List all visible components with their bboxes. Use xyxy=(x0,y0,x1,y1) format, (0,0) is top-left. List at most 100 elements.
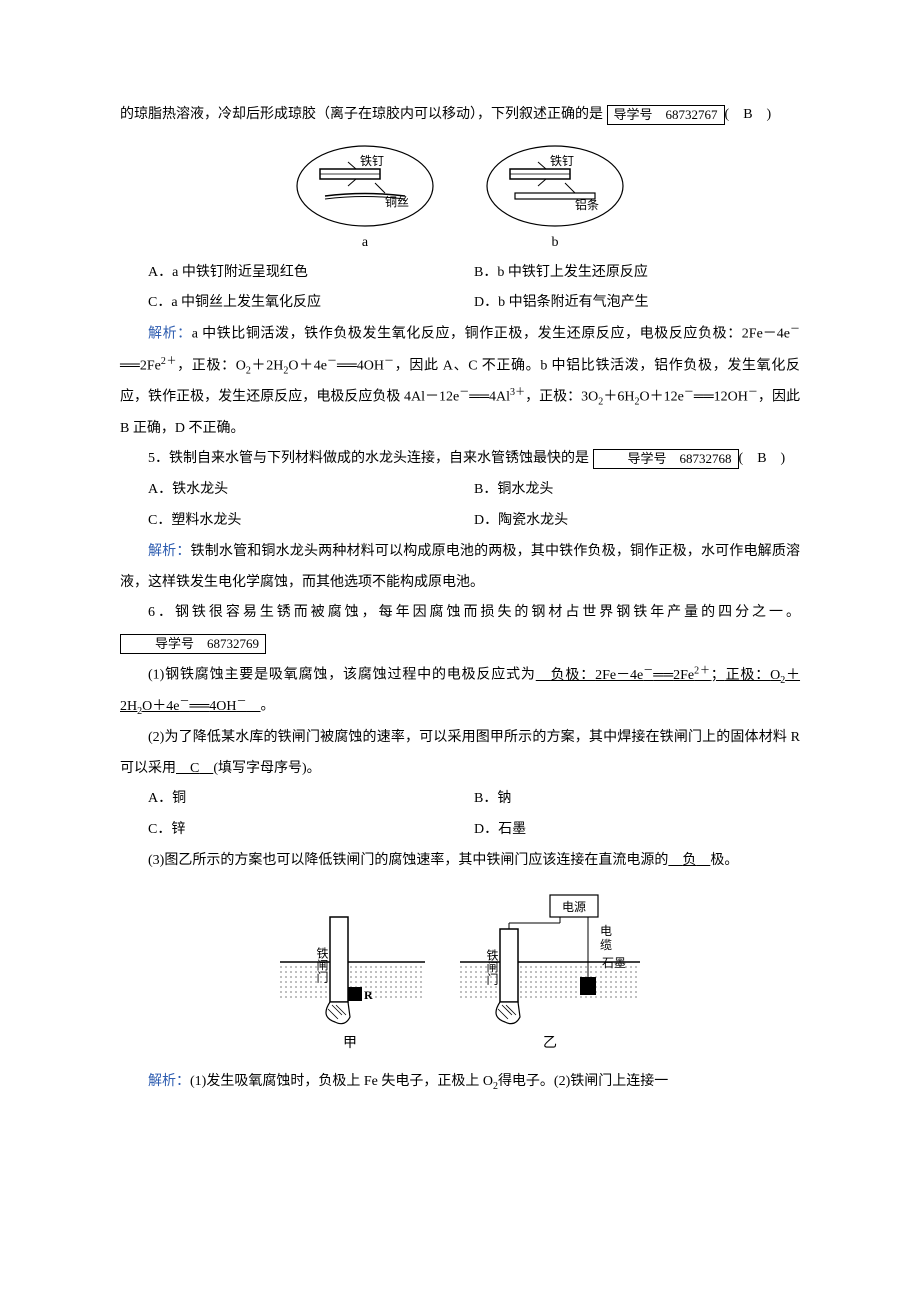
q4-answer: ( B ) xyxy=(725,107,772,122)
sup-minus-5: － xyxy=(684,387,694,398)
label-cable-2: 缆 xyxy=(600,938,612,952)
q6-1-pos3: O＋4e xyxy=(142,699,179,714)
sup-minus-1: － xyxy=(790,324,800,335)
diagram-yi: 电源 电 缆 石墨 xyxy=(460,895,640,1051)
label-power: 电源 xyxy=(562,900,586,914)
q6-part1: (1)钢铁腐蚀主要是吸氧腐蚀，该腐蚀过程中的电极反应式为 负极：2Fe－4e－═… xyxy=(120,660,800,723)
study-number-box-1: 导学号 68732767 xyxy=(607,105,725,125)
t5: O＋4e xyxy=(288,358,327,373)
q6-1-pos1: O xyxy=(770,668,780,683)
t9: ，正极：3O xyxy=(525,390,598,405)
diagram-a-wire-label: 铜丝 xyxy=(385,194,409,209)
diagram-b-caption: b xyxy=(552,235,559,252)
q4-option-a: A．a 中铁钉附近呈现红色 xyxy=(148,258,474,289)
t10: ＋6H xyxy=(603,390,634,405)
diagram-a-nail-label: 铁钉 xyxy=(360,154,384,168)
t2: 2Fe xyxy=(140,358,161,373)
q6-1-neg-label: 负极： xyxy=(551,668,595,683)
q4-option-c: C．a 中铜丝上发生氧化反应 xyxy=(148,288,474,319)
label-gate-2: 铁闸门 xyxy=(485,948,499,984)
label-gate-1: 铁闸门 xyxy=(315,946,329,982)
q6-3b: 极。 xyxy=(710,853,738,868)
q4-analysis-text-1: a 中铁比铜活泼，铁作负极发生氧化反应，铜作正极，发生还原反应，电极反应负极：2… xyxy=(192,327,790,342)
diagram-b-svg: 铁钉 铝条 xyxy=(480,141,630,231)
study-num-1: 68732767 xyxy=(666,107,718,122)
q5-stem-text: 5．铁制自来水管与下列材料做成的水龙头连接，自来水管锈蚀最快的是 xyxy=(148,451,589,466)
q6-3a: (3)图乙所示的方案也可以降低铁闸门的腐蚀速率，其中铁闸门应该连接在直流电源的 xyxy=(148,853,668,868)
q6-stem: 6．钢铁很容易生锈而被腐蚀，每年因腐蚀而损失的钢材占世界钢铁年产量的四分之一。 … xyxy=(120,598,800,660)
q6-1-neg1: 2Fe－4e xyxy=(595,668,643,683)
q4-stem-continuation: 的琼脂热溶液，冷却后形成琼胶（离子在琼胶内可以移动），下列叙述正确的是 导学号 … xyxy=(120,100,800,131)
q6-2b: (填写字母序号)。 xyxy=(213,761,320,776)
eq-3: ══ xyxy=(469,390,489,405)
t11: O＋12e xyxy=(639,390,683,405)
q6-1-neg2: 2Fe xyxy=(673,668,694,683)
q5-options-row1: A．铁水龙头 B．铜水龙头 xyxy=(148,475,800,506)
study-prefix-3: 导学号 xyxy=(155,636,194,651)
sup-2p-a: 2＋ xyxy=(694,665,711,676)
q5-option-b: B．铜水龙头 xyxy=(474,475,800,506)
q6-1-pos4: 4OH xyxy=(209,699,236,714)
eq-6: ══ xyxy=(189,699,209,714)
q4-options-row1: A．a 中铁钉附近呈现红色 B．b 中铁钉上发生还原反应 xyxy=(148,258,800,289)
study-prefix-2: 导学号 xyxy=(628,451,667,466)
diagram-b: 铁钉 铝条 b xyxy=(480,141,630,252)
q6-2-options-row2: C．锌 D．石墨 xyxy=(148,815,800,846)
q6-2-option-d: D．石墨 xyxy=(474,815,800,846)
q4-options-row2: C．a 中铜丝上发生氧化反应 D．b 中铝条附近有气泡产生 xyxy=(148,288,800,319)
q5-analysis: 解析：铁制水管和铜水龙头两种材料可以构成原电池的两极，其中铁作负极，铜作正极，水… xyxy=(120,537,800,599)
label-graphite: 石墨 xyxy=(602,956,626,970)
sup-minus-3: － xyxy=(384,356,394,367)
sup-minus-4: － xyxy=(459,387,469,398)
q4-diagrams: 铁钉 铜丝 a 铁钉 铝条 b xyxy=(120,141,800,252)
q6-3-answer: 负 xyxy=(668,853,710,868)
q4-option-d: D．b 中铝条附近有气泡产生 xyxy=(474,288,800,319)
q5-option-d: D．陶瓷水龙头 xyxy=(474,506,800,537)
sup-3plus: 3＋ xyxy=(510,387,525,398)
sup-m-b: － xyxy=(179,696,189,707)
sup-m-a: － xyxy=(643,665,653,676)
sup-minus-2: － xyxy=(327,356,337,367)
study-num-2: 68732768 xyxy=(680,451,732,466)
diagram-a-caption: a xyxy=(362,235,368,252)
eq-5: ══ xyxy=(653,668,673,683)
q6-bottom-diagram: R 铁闸门 甲 电源 电 缆 石墨 xyxy=(120,887,800,1057)
q6-3-ans-text: 负 xyxy=(682,853,696,868)
q6-analysis-b: 得电子。(2)铁闸门上连接一 xyxy=(498,1074,668,1089)
study-number-box-2: 导学号 68732768 xyxy=(593,449,739,469)
sup-minus-6: － xyxy=(748,387,758,398)
q4-analysis: 解析：a 中铁比铜活泼，铁作负极发生氧化反应，铜作正极，发生还原反应，电极反应负… xyxy=(120,319,800,444)
analysis-label-1: 解析： xyxy=(148,327,192,342)
q5-options-row2: C．塑料水龙头 D．陶瓷水龙头 xyxy=(148,506,800,537)
q6-2-option-b: B．钠 xyxy=(474,784,800,815)
q6-analysis-a: (1)发生吸氧腐蚀时，负极上 Fe 失电子，正极上 O xyxy=(190,1074,493,1089)
q6-1a: (1)钢铁腐蚀主要是吸氧腐蚀，该腐蚀过程中的电极反应式为 xyxy=(148,668,536,683)
q6-part3: (3)图乙所示的方案也可以降低铁闸门的腐蚀速率，其中铁闸门应该连接在直流电源的 … xyxy=(120,846,800,877)
sup-m-c: － xyxy=(237,696,247,707)
q5-stem: 5．铁制自来水管与下列材料做成的水龙头连接，自来水管锈蚀最快的是 导学号 687… xyxy=(120,444,800,475)
diagram-a-svg: 铁钉 铜丝 xyxy=(290,141,440,231)
diagram-b-wire-label: 铝条 xyxy=(575,197,599,212)
q6-2-options-row1: A．铜 B．钠 xyxy=(148,784,800,815)
study-number-box-3: 导学号 68732769 xyxy=(120,634,266,654)
study-num-3: 68732769 xyxy=(207,636,259,651)
q6-2-option-c: C．锌 xyxy=(148,815,474,846)
sup-2plus-1: 2＋ xyxy=(161,356,177,367)
diagram-jia: R 铁闸门 甲 xyxy=(280,917,425,1051)
q6-stem-text: 6．钢铁很容易生锈而被腐蚀，每年因腐蚀而损失的钢材占世界钢铁年产量的四分之一。 xyxy=(148,605,800,620)
q5-answer: ( B ) xyxy=(739,451,786,466)
diagram-a: 铁钉 铜丝 a xyxy=(290,141,440,252)
caption-yi: 乙 xyxy=(543,1035,557,1051)
eq-1: ══ xyxy=(120,358,140,373)
eq-2: ══ xyxy=(337,358,357,373)
q6-analysis: 解析：(1)发生吸氧腐蚀时，负极上 Fe 失电子，正极上 O2得电子。(2)铁闸… xyxy=(120,1067,800,1098)
t4: ＋2H xyxy=(251,358,283,373)
label-cable: 电 xyxy=(600,924,612,938)
q6-2-option-a: A．铜 xyxy=(148,784,474,815)
t12: 12OH xyxy=(714,390,748,405)
q6-part2: (2)为了降低某水库的铁闸门被腐蚀的速率，可以采用图甲所示的方案，其中焊接在铁闸… xyxy=(120,723,800,785)
eq-4: ══ xyxy=(694,390,714,405)
caption-jia: 甲 xyxy=(343,1036,357,1051)
q5-analysis-text: 铁制水管和铜水龙头两种材料可以构成原电池的两极，其中铁作负极，铜作正极，水可作电… xyxy=(120,544,800,590)
analysis-label-2: 解析： xyxy=(148,544,191,559)
